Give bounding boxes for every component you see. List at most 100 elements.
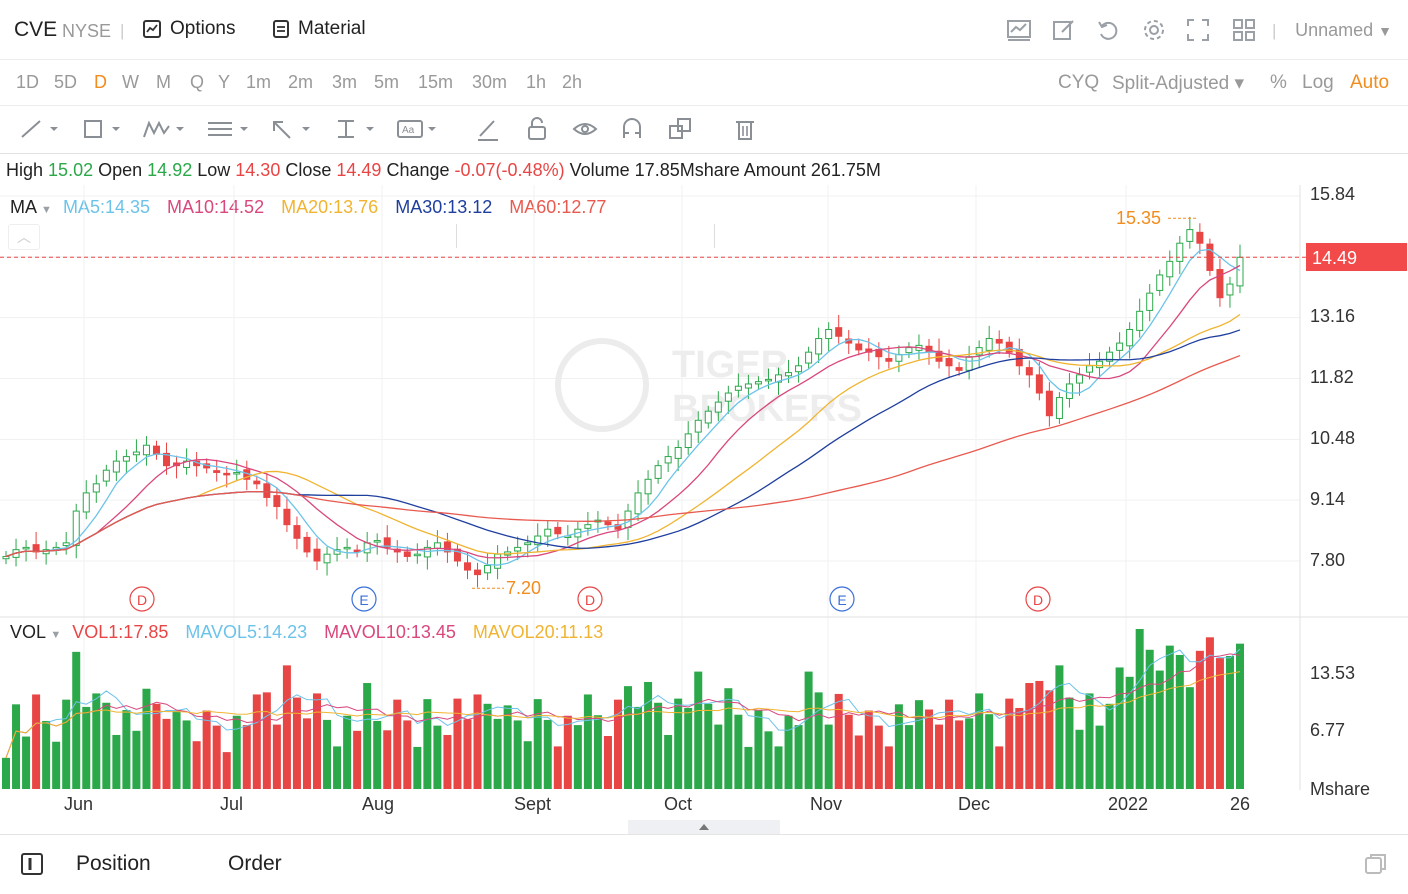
period-2h[interactable]: 2h — [562, 72, 583, 92]
period-w[interactable]: W — [122, 72, 139, 92]
volume-bar — [182, 720, 191, 789]
edit-icon[interactable] — [1052, 18, 1076, 42]
option-percent[interactable]: % — [1270, 72, 1287, 93]
material-button[interactable]: Material — [272, 18, 366, 40]
event-marker-label: D — [137, 592, 147, 608]
option-log[interactable]: Log — [1302, 72, 1334, 93]
volume-bar — [1105, 703, 1114, 789]
volume-bar — [965, 718, 974, 789]
time-axis-label: Aug — [362, 794, 395, 814]
chart-icon[interactable] — [1006, 18, 1032, 42]
volume-bar — [373, 720, 382, 789]
candle-body — [363, 542, 371, 554]
volume-bar — [92, 693, 101, 789]
tab-order[interactable]: Order — [228, 852, 282, 875]
watermark-text: BROKERS — [672, 388, 862, 430]
arrow-tool-icon[interactable] — [270, 118, 316, 140]
period-1d[interactable]: 1D — [16, 72, 40, 92]
option-auto[interactable]: Auto — [1350, 72, 1390, 93]
volume-value: 17.85Mshare — [634, 160, 740, 180]
gear-icon[interactable] — [1142, 18, 1166, 42]
line-tool-icon[interactable] — [20, 118, 66, 140]
text-tool-icon[interactable]: Aa — [396, 118, 442, 140]
amount-label: Amount — [743, 160, 806, 180]
grid-icon[interactable] — [1232, 18, 1256, 42]
candle-body — [423, 546, 431, 558]
option-adjust[interactable]: Split-Adjusted ▾ — [1112, 73, 1245, 94]
period-5d[interactable]: 5D — [54, 72, 78, 92]
candle-body — [684, 433, 692, 449]
event-marker-label: D — [585, 592, 595, 608]
period-2m[interactable]: 2m — [288, 72, 314, 92]
fullscreen-icon[interactable] — [1186, 18, 1210, 42]
period-1h[interactable]: 1h — [526, 72, 547, 92]
copy-icon[interactable] — [668, 116, 694, 142]
volume-bar — [955, 720, 964, 789]
candle-body — [433, 542, 441, 549]
period-y[interactable]: Y — [218, 72, 231, 92]
panel-toggle-icon[interactable] — [20, 852, 44, 876]
event-marker — [829, 586, 855, 612]
option-cyq[interactable]: CYQ — [1058, 72, 1100, 93]
vol-legend-label: VOL — [10, 622, 46, 642]
measure-tool-icon[interactable] — [334, 118, 380, 140]
price-axis-label: 13.16 — [1310, 306, 1356, 326]
separator: | — [120, 21, 125, 40]
ma5-line — [5, 248, 1241, 566]
period-15m[interactable]: 15m — [418, 72, 454, 92]
volume-bar — [393, 699, 402, 789]
candle-body — [223, 472, 231, 476]
volume-bar — [242, 725, 251, 789]
symbol-label[interactable]: CVE — [14, 18, 58, 41]
undo-icon[interactable] — [1096, 18, 1120, 42]
candle-body — [1126, 328, 1134, 347]
period-d[interactable]: D — [94, 72, 107, 92]
candle-body — [584, 524, 592, 529]
panel-collapse-tab[interactable] — [628, 820, 780, 834]
candle-body — [1096, 360, 1104, 369]
volume-bar — [814, 692, 823, 789]
volume-bar — [413, 746, 422, 789]
mavol5-line — [5, 648, 1241, 759]
popout-icon[interactable] — [1364, 852, 1388, 876]
options-button[interactable]: Options — [142, 18, 235, 40]
volume-bar — [112, 734, 121, 789]
volume-bar — [82, 706, 91, 789]
eye-icon[interactable] — [572, 118, 598, 140]
magnet-icon[interactable] — [620, 116, 644, 142]
fibonacci-tool-icon[interactable] — [206, 118, 256, 140]
volume-bar — [914, 700, 923, 789]
collapse-legend-button[interactable]: ︿ — [8, 224, 40, 250]
volume-bar — [1005, 698, 1014, 789]
volume-bar — [32, 694, 41, 789]
period-30m[interactable]: 30m — [472, 72, 508, 92]
period-q[interactable]: Q — [190, 72, 205, 92]
candle-body — [514, 546, 522, 552]
volume-bar — [343, 715, 352, 789]
trash-icon[interactable] — [734, 116, 756, 142]
wave-tool-icon[interactable] — [142, 118, 192, 140]
lock-icon[interactable] — [526, 116, 548, 142]
volume-bar — [162, 718, 171, 789]
change-value: -0.07(-0.48%) — [454, 160, 565, 180]
ma20-value: MA20:13.76 — [281, 197, 379, 217]
candle-body — [955, 367, 963, 371]
layout-select[interactable]: Unnamed ▼ — [1295, 20, 1392, 41]
volume-bar — [824, 724, 833, 789]
candle-body — [142, 444, 150, 456]
period-1m[interactable]: 1m — [246, 72, 272, 92]
rectangle-tool-icon[interactable] — [82, 118, 128, 140]
period-3m[interactable]: 3m — [332, 72, 358, 92]
volume-legend[interactable]: VOL ▼ VOL1:17.85 MAVOL5:14.23 MAVOL10:13… — [10, 622, 603, 643]
volume-bar — [363, 683, 372, 789]
tab-position[interactable]: Position — [76, 852, 151, 875]
period-5m[interactable]: 5m — [374, 72, 400, 92]
period-m[interactable]: M — [156, 72, 171, 92]
candle-body — [744, 383, 752, 389]
candle-body — [1106, 351, 1114, 362]
volume-axis-label: Mshare — [1310, 779, 1371, 799]
volume-bar — [654, 702, 663, 789]
pen-icon[interactable] — [476, 116, 500, 142]
candle-body — [403, 551, 411, 557]
